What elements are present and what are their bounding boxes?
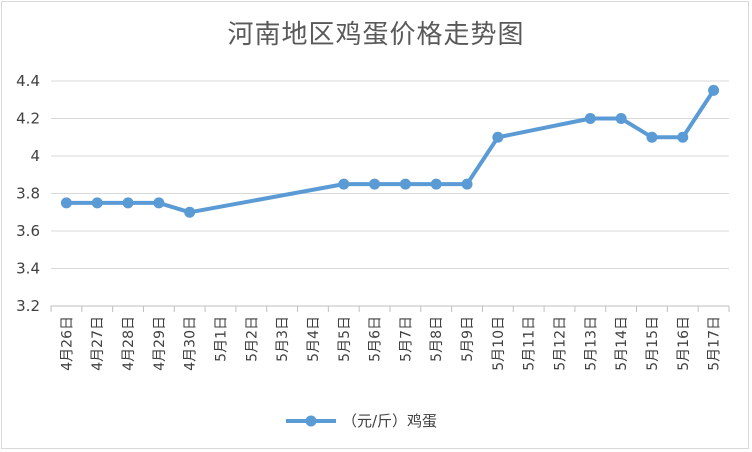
chart-title: 河南地区鸡蛋价格走势图 — [227, 20, 525, 50]
data-point — [461, 178, 473, 190]
x-tick-label: 5月3日 — [275, 316, 291, 362]
data-point — [91, 197, 103, 209]
x-tick-label: 5月4日 — [306, 316, 322, 362]
x-tick-label: 5月12日 — [553, 316, 569, 371]
x-tick-label: 4月29日 — [152, 316, 168, 371]
data-point — [584, 113, 596, 124]
x-tick-label: 5月9日 — [460, 316, 476, 362]
gridlines — [51, 80, 729, 269]
x-tick-label: 5月7日 — [398, 316, 414, 362]
y-tick-label: 4.4 — [16, 72, 40, 90]
data-point — [615, 113, 627, 124]
x-tick-label: 5月16日 — [676, 316, 692, 371]
data-point — [430, 178, 442, 190]
y-tick-label: 4 — [30, 147, 40, 165]
data-point — [122, 197, 134, 209]
x-tick-label: 5月17日 — [707, 316, 723, 371]
x-axis-ticks: 4月26日 4月27日 4月28日 4月29日 4月30日 5月1日 5月2日 5月3日 5月4… — [59, 316, 722, 371]
y-tick-label: 3.8 — [16, 185, 40, 203]
data-point — [708, 84, 720, 96]
legend-label: （元/斤）鸡蛋 — [342, 412, 437, 430]
y-tick-label: 3.2 — [16, 297, 40, 315]
x-tick-label: 5月5日 — [337, 316, 353, 362]
y-axis-ticks: 3.2 3.4 3.6 3.8 4 4.2 4.4 — [16, 72, 40, 315]
x-axis — [50, 305, 730, 312]
y-tick-label: 3.4 — [16, 260, 40, 278]
x-tick-label: 5月6日 — [368, 316, 384, 362]
data-point — [646, 131, 658, 143]
data-point — [677, 131, 689, 143]
x-tick-label: 4月27日 — [90, 316, 106, 371]
legend: （元/斤）鸡蛋 — [286, 412, 437, 430]
x-tick-label: 5月11日 — [522, 316, 538, 371]
y-tick-label: 4.2 — [16, 110, 40, 128]
x-tick-label: 4月28日 — [121, 316, 137, 371]
data-point — [369, 178, 381, 190]
data-point — [492, 131, 504, 143]
x-tick-label: 4月26日 — [59, 316, 75, 371]
x-tick-label: 5月10日 — [491, 316, 507, 371]
x-tick-label: 5月8日 — [429, 316, 445, 362]
data-point — [153, 197, 165, 209]
data-point — [184, 206, 196, 218]
y-tick-label: 3.6 — [16, 222, 40, 240]
data-point — [399, 178, 411, 190]
x-tick-label: 5月13日 — [583, 316, 599, 371]
data-point — [60, 197, 72, 209]
data-point — [338, 178, 350, 190]
series-group — [60, 84, 720, 218]
x-tick-label: 5月1日 — [214, 316, 230, 362]
legend-marker-swatch — [305, 415, 317, 427]
x-tick-label: 5月14日 — [614, 316, 630, 371]
series-line — [64, 88, 716, 215]
x-tick-label: 5月2日 — [244, 316, 260, 362]
x-tick-label: 5月15日 — [645, 316, 661, 371]
x-tick-label: 4月30日 — [183, 316, 199, 371]
